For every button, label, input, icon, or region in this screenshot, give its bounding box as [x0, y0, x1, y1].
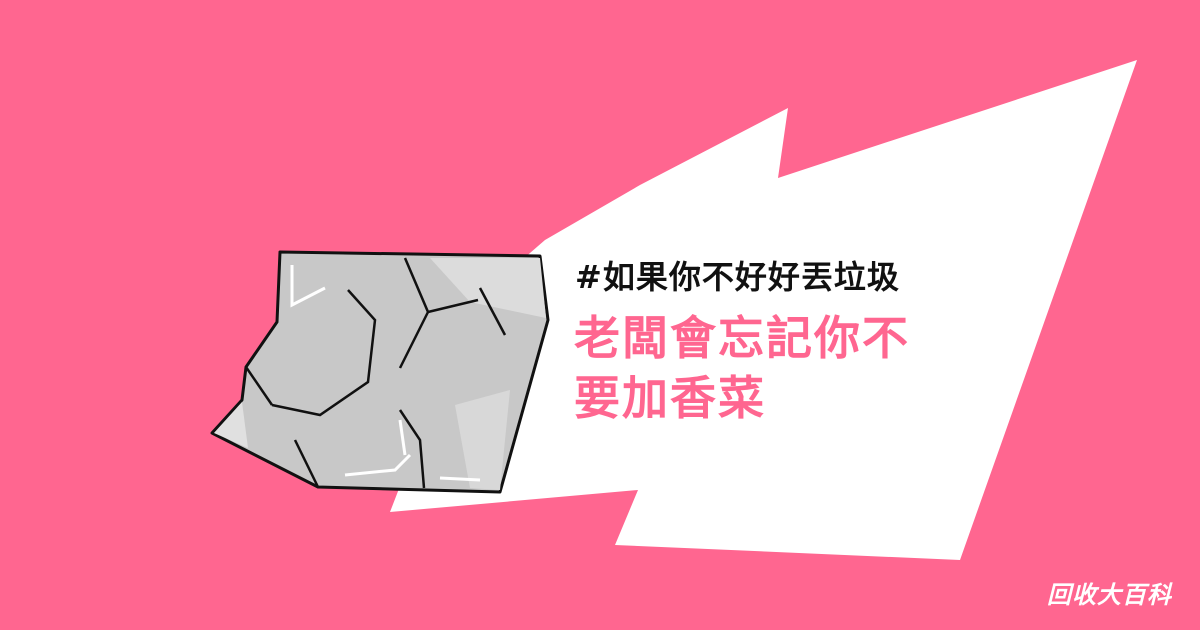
speech-burst-shape	[390, 60, 1137, 560]
headline-line-2: 要加香菜	[574, 371, 766, 425]
crumpled-foil-icon	[210, 250, 550, 494]
brand-logo: 回收大百科	[1047, 581, 1172, 609]
headline: 老闆會忘記你不 要加香菜	[574, 308, 994, 428]
hashtag-text: #如果你不好好丟垃圾	[575, 258, 900, 296]
headline-line-1: 老闆會忘記你不	[574, 311, 910, 365]
